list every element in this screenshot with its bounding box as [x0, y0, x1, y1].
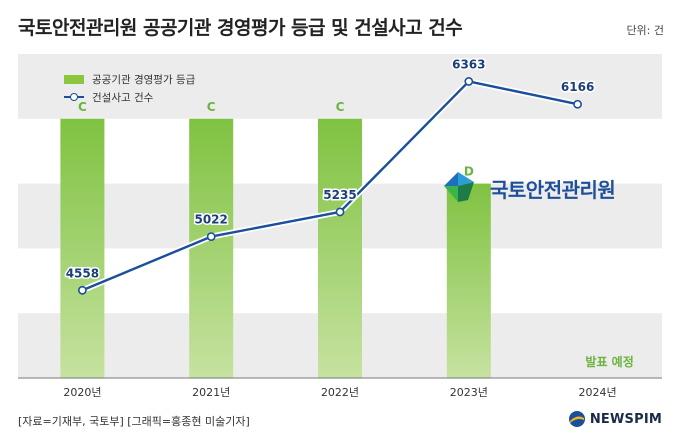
newspim-brand-text: NEWSPIM	[589, 411, 662, 427]
accident-value-label: 6363	[452, 57, 485, 71]
legend-item-line: 건설사고 건수	[64, 88, 195, 106]
chart-title: 국토안전관리원 공공기관 경영평가 등급 및 건설사고 건수	[18, 17, 463, 39]
kalis-logo: 국토안전관리원	[440, 168, 616, 208]
grade-bar	[60, 118, 105, 379]
legend-bar-label: 공공기관 경영평가 등급	[92, 73, 196, 86]
x-tick-label: 2023년	[450, 386, 488, 399]
accident-point	[78, 285, 87, 295]
x-tick-label: 2024년	[579, 386, 617, 399]
grade-label: 발표 예정	[585, 354, 633, 369]
accident-point	[573, 99, 582, 109]
x-tick-label: 2022년	[321, 386, 359, 399]
legend-line-label: 건설사고 건수	[92, 91, 154, 104]
grade-bar	[446, 183, 491, 378]
x-tick-label: 2021년	[192, 386, 230, 399]
newspim-brand: NEWSPIM	[568, 410, 662, 428]
grade-bar	[318, 118, 362, 379]
accident-point	[464, 77, 474, 86]
grade-label: C	[78, 100, 87, 114]
accident-point	[335, 207, 345, 217]
accident-value-label: 6166	[561, 80, 594, 94]
kalis-logo-icon	[444, 172, 474, 202]
grade-bar	[189, 118, 234, 379]
accident-value-label: 4558	[66, 266, 99, 280]
legend-bar-swatch	[64, 74, 84, 84]
accident-point	[206, 232, 216, 241]
unit-label: 단위: 건	[626, 24, 664, 37]
grade-label: C	[336, 100, 345, 114]
legend-line-swatch	[64, 92, 84, 102]
legend: 공공기관 경영평가 등급 건설사고 건수	[64, 70, 195, 106]
grade-label: C	[207, 100, 216, 114]
legend-item-bar: 공공기관 경영평가 등급	[64, 70, 195, 88]
accident-value-label: 5235	[323, 188, 356, 202]
accident-value-label: 5022	[194, 213, 227, 227]
newspim-globe-icon	[568, 411, 585, 427]
grade-label: D	[464, 165, 474, 179]
kalis-logo-text: 국토안전관리원	[490, 177, 616, 202]
source-credit: [자료=기재부, 국토부] [그래픽=홍종현 미술기자]	[18, 415, 250, 428]
grid-band	[18, 54, 662, 119]
x-tick-label: 2020년	[63, 386, 101, 399]
